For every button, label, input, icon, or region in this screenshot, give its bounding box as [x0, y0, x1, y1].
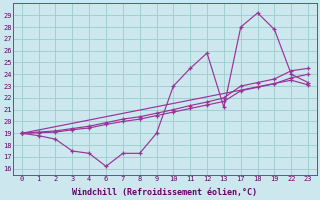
X-axis label: Windchill (Refroidissement éolien,°C): Windchill (Refroidissement éolien,°C) — [72, 188, 258, 197]
